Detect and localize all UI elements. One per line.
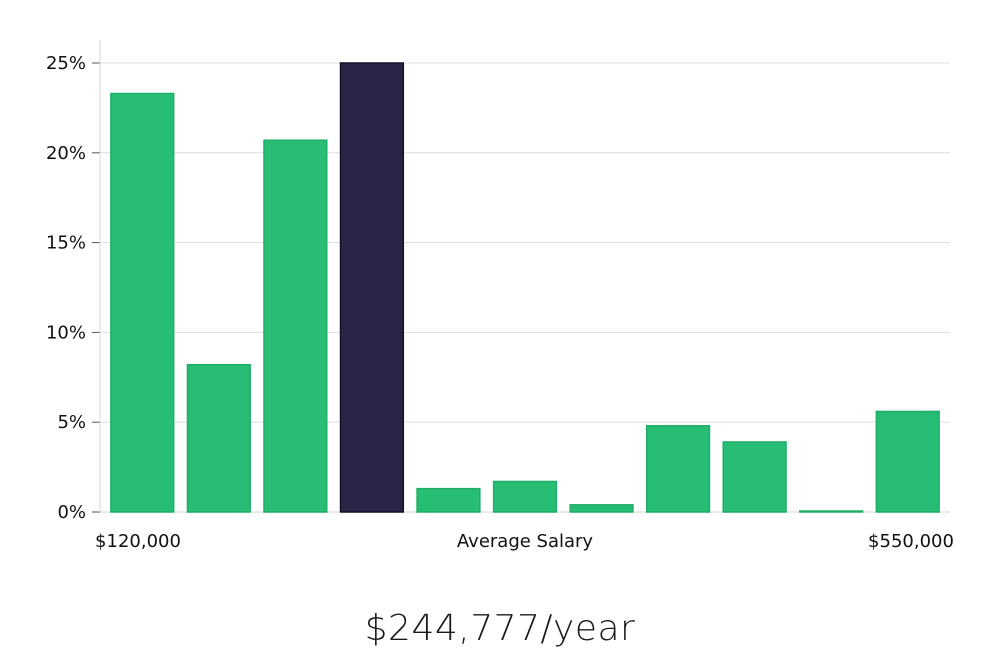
y-tick-label: 0%: [57, 502, 86, 523]
y-tick-label: 10%: [46, 322, 86, 343]
bar: [186, 363, 251, 513]
y-tick-label: 5%: [57, 412, 86, 433]
salary-histogram: 0% 5% 10% 15% 20% 25% $120,000 Average Salary $5…: [46, 40, 954, 552]
y-tick-label: 15%: [46, 233, 86, 254]
bar: [569, 504, 634, 513]
average-salary-value: $244,777/year: [364, 608, 636, 649]
y-tick-label: 20%: [46, 143, 86, 164]
x-min-label: $120,000: [95, 531, 181, 552]
bar-highlight: [339, 62, 405, 513]
bar: [492, 480, 558, 513]
bar: [645, 425, 711, 513]
bar: [416, 487, 481, 513]
bar: [110, 92, 175, 513]
bar: [722, 441, 787, 513]
x-max-label: $550,000: [868, 531, 954, 552]
bar: [799, 510, 864, 513]
y-tick-label: 25%: [46, 53, 86, 74]
bar: [875, 410, 940, 513]
bar: [263, 139, 328, 513]
chart-svg: 0% 5% 10% 15% 20% 25% $120,000 Average Salary $5…: [46, 40, 954, 552]
x-axis-label: Average Salary: [457, 531, 594, 552]
